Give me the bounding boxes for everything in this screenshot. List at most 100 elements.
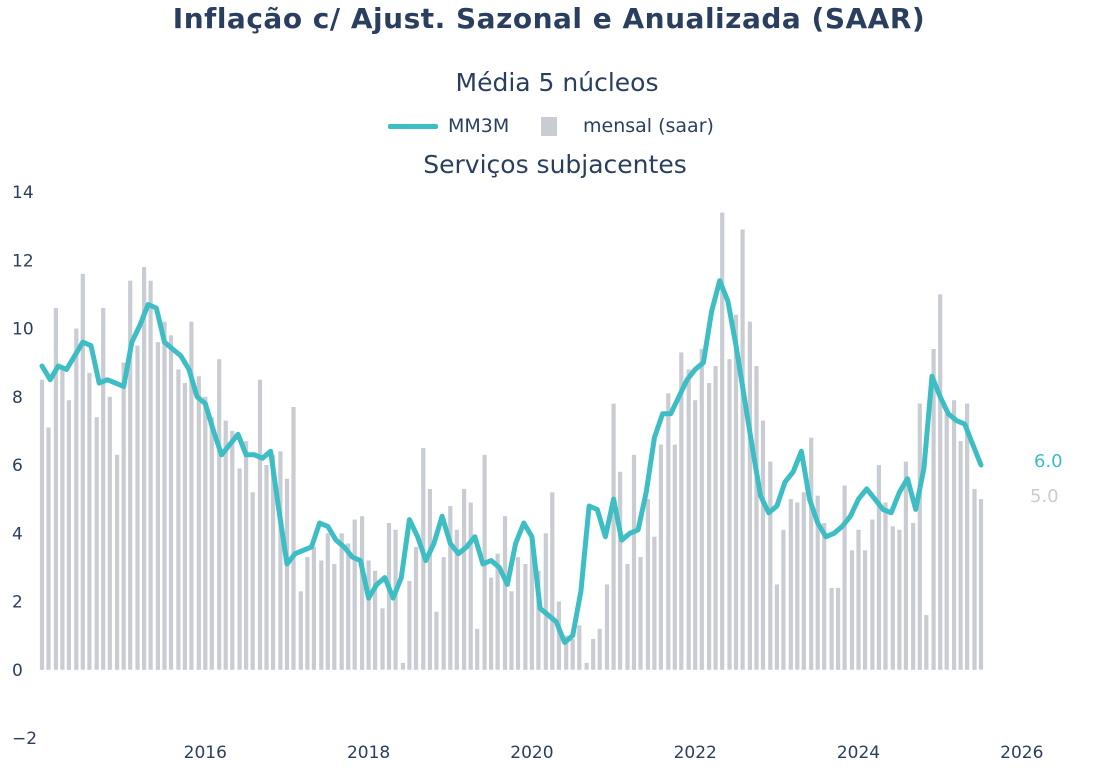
bar (128, 280, 133, 670)
bar (658, 444, 663, 670)
x-tick-label: 2022 (674, 743, 717, 763)
bar (162, 321, 167, 670)
bar (883, 502, 888, 670)
y-tick-label: 6 (12, 456, 23, 476)
bar (707, 383, 712, 670)
legend-bar-swatch (541, 117, 557, 136)
bar (509, 591, 514, 670)
bar (87, 372, 92, 670)
bar (360, 516, 365, 670)
bar (666, 393, 671, 670)
bar (876, 465, 881, 670)
bar (278, 451, 283, 670)
y-tick-label: 10 (12, 320, 34, 340)
bar (176, 369, 181, 670)
y-tick-label: 8 (12, 388, 23, 408)
bar (917, 403, 922, 670)
bar (958, 441, 963, 670)
bar (305, 557, 310, 670)
bar (400, 662, 405, 670)
bar (502, 516, 508, 670)
bar (413, 546, 419, 670)
bar (938, 294, 943, 670)
bar (679, 352, 684, 670)
bar (101, 308, 106, 670)
bar (346, 543, 351, 670)
bar (625, 564, 630, 670)
bar (924, 615, 929, 670)
y-tick-label: 12 (12, 251, 34, 271)
x-tick-label: 2024 (837, 743, 880, 763)
bar (760, 420, 766, 670)
bar (672, 444, 677, 670)
bar (638, 557, 643, 670)
y-tick-label: −2 (12, 729, 37, 749)
y-tick-label: 0 (12, 661, 23, 681)
bar (319, 560, 324, 670)
bar (515, 557, 521, 670)
bar (822, 523, 827, 670)
bar (965, 403, 970, 670)
bar (448, 506, 453, 670)
bar (325, 533, 330, 670)
bar (217, 359, 222, 670)
bar (523, 564, 528, 670)
bar (754, 366, 759, 670)
bar (952, 400, 957, 670)
bar (543, 533, 548, 670)
bar (856, 529, 861, 670)
bar (631, 454, 637, 670)
bar (182, 383, 187, 670)
bar (699, 349, 704, 670)
bar (135, 345, 140, 670)
bar (727, 359, 732, 670)
bar (836, 587, 841, 670)
bar (529, 536, 534, 670)
bar (393, 529, 398, 670)
x-tick-label: 2018 (347, 743, 390, 763)
bar (339, 533, 344, 670)
bar (244, 441, 249, 670)
bar (550, 492, 555, 670)
y-tick-label: 14 (12, 183, 34, 203)
bar (870, 519, 875, 670)
bar (53, 308, 58, 670)
bar (39, 379, 45, 670)
bar (591, 639, 596, 670)
bar (849, 550, 855, 670)
bar (604, 584, 610, 670)
x-tick-label: 2020 (510, 743, 553, 763)
x-tick-label: 2026 (1000, 743, 1043, 763)
bar (427, 488, 432, 670)
bar (978, 499, 984, 670)
bar (468, 502, 473, 670)
bar (475, 628, 480, 670)
bar (863, 550, 868, 670)
bar (536, 570, 541, 670)
bar (795, 502, 800, 670)
bar (380, 608, 385, 670)
bar (768, 461, 773, 670)
bar (842, 485, 847, 670)
bar (462, 488, 467, 670)
x-tick-label: 2016 (184, 743, 227, 763)
bar (788, 499, 793, 670)
bar (107, 396, 112, 670)
bar (94, 417, 99, 670)
line-end-label: 6.0 (1034, 451, 1063, 472)
bar-series (39, 212, 984, 670)
bar (815, 495, 820, 670)
bar (713, 366, 718, 670)
bar (80, 273, 85, 670)
bar (454, 529, 459, 670)
y-tick-label: 2 (12, 593, 23, 613)
bar (66, 400, 71, 670)
bar (584, 662, 589, 670)
bar (897, 529, 902, 670)
bar (809, 437, 814, 670)
bar (155, 342, 160, 670)
bar (693, 400, 698, 670)
chart-title: Inflação c/ Ajust. Sazonal e Anualizada … (172, 2, 926, 35)
bar (733, 314, 739, 670)
